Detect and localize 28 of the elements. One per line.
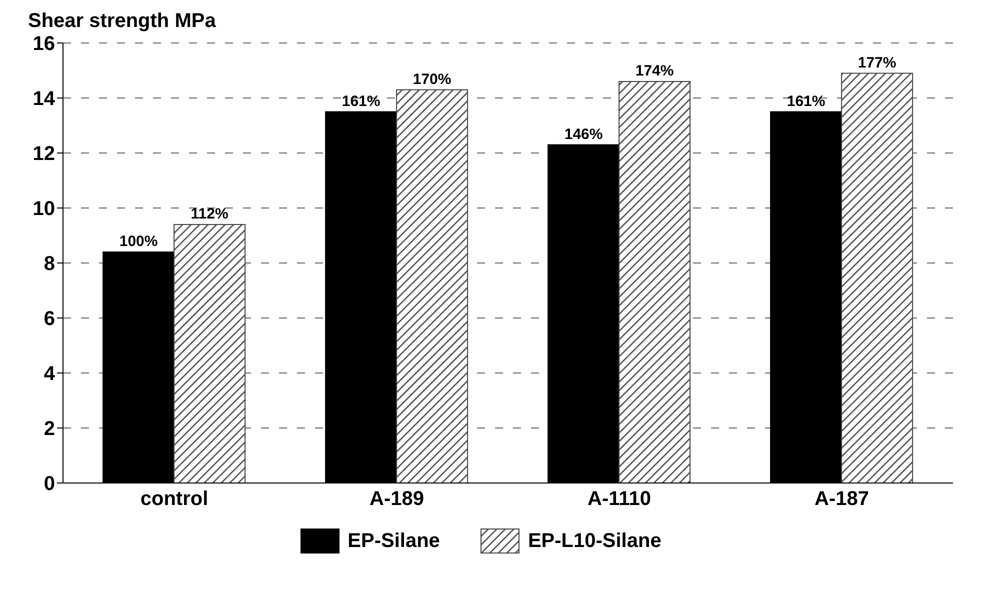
y-tick-label: 14 [32, 88, 56, 110]
bar [841, 72, 914, 483]
annotation: 177% [858, 54, 896, 72]
x-tick-label: control [140, 488, 208, 510]
bar [174, 224, 246, 483]
annotation: 174% [635, 62, 674, 80]
y-tick-label: 12 [32, 143, 55, 166]
bar [396, 89, 468, 483]
y-tick-label: 0 [44, 473, 55, 496]
annotation: 112% [190, 206, 228, 222]
x-tick-label: A-189 [370, 488, 424, 510]
y-tick-label: 6 [44, 308, 55, 330]
legend-label: EP-L10-Silane [528, 530, 662, 552]
annotation: 146% [564, 126, 603, 143]
x-tick-label: A-187 [814, 488, 869, 510]
y-tick-label: 4 [44, 363, 56, 386]
bar [618, 81, 691, 483]
annotation: 161% [342, 92, 380, 110]
y-tick-label: 2 [44, 418, 55, 440]
annotation: 100% [119, 233, 158, 250]
y-axis-title: Shear strength MPa [28, 10, 216, 33]
annotation: 161% [786, 92, 826, 110]
y-tick-label: 10 [32, 198, 55, 220]
legend-label: EP-Silane [348, 530, 440, 552]
y-tick-label: 8 [44, 253, 55, 276]
y-tick-label: 16 [32, 33, 55, 56]
annotation: 170% [412, 70, 452, 88]
x-tick-label: A-1110 [588, 488, 651, 510]
